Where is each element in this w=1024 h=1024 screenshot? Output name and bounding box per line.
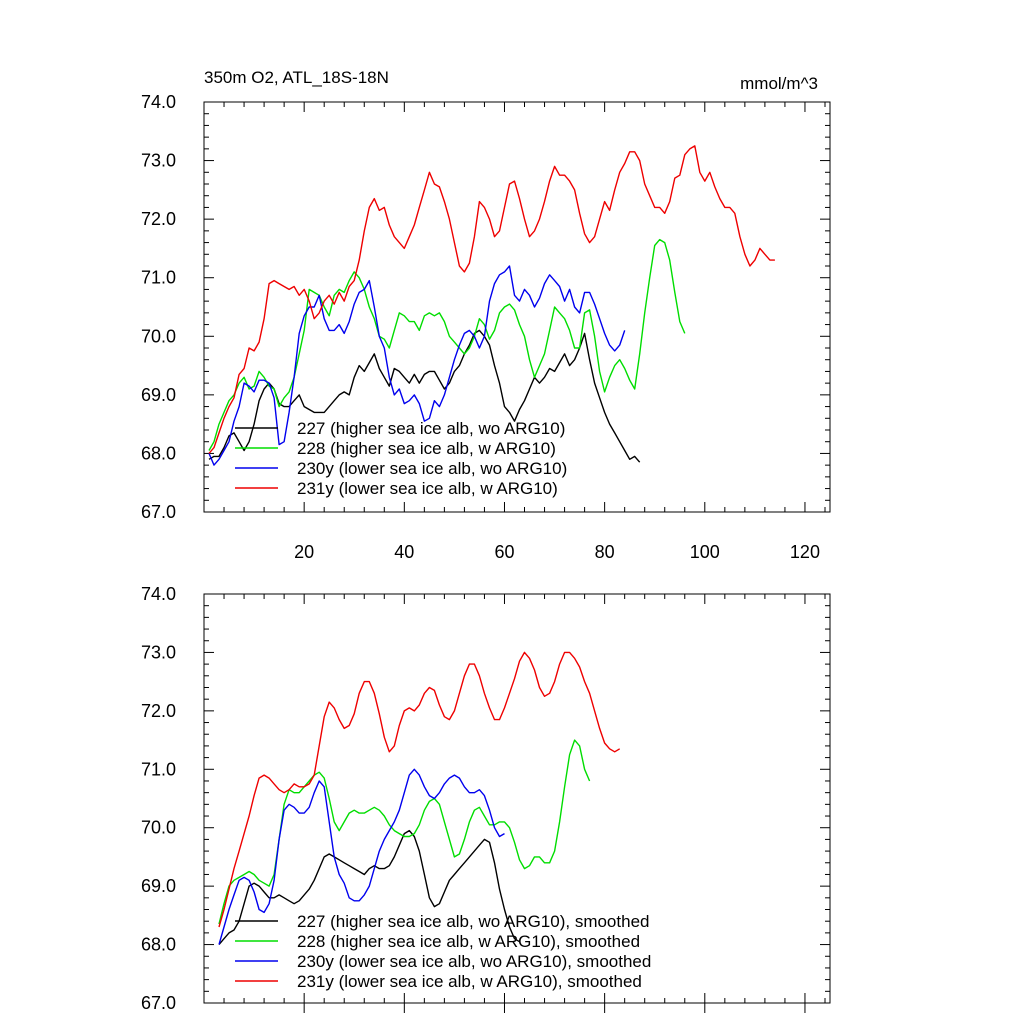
top-series-line-3	[208, 145, 775, 454]
y-tick-label: 74.0	[141, 584, 176, 604]
legend-label-2: 230y (lower sea ice alb, wo ARG10), smoo…	[297, 952, 651, 971]
y-tick-label: 73.0	[141, 642, 176, 662]
bottom-series-line-0	[218, 829, 520, 946]
bottom-plot-frame	[203, 593, 831, 1004]
top-legend: 227 (higher sea ice alb, wo ARG10)228 (h…	[235, 419, 567, 498]
top-series-line-1	[208, 238, 686, 451]
legend-label-3: 231y (lower sea ice alb, w ARG10)	[297, 479, 558, 498]
y-tick-label: 73.0	[141, 151, 176, 171]
legend-label-3: 231y (lower sea ice alb, w ARG10), smoot…	[297, 972, 642, 991]
top-chart-title: 350m O2, ATL_18S-18N	[204, 68, 389, 87]
y-tick-label: 69.0	[141, 385, 176, 405]
y-tick-label: 72.0	[141, 701, 176, 721]
top-x-axis: 20 40 60 80 100 120	[223, 102, 826, 562]
bottom-x-axis	[223, 594, 826, 1013]
top-y-axis: 67.0 68.0 69.0 70.0 71.0 72.0 73.0 74.0	[141, 92, 830, 522]
x-tick-label: 100	[690, 542, 720, 562]
legend-label-0: 227 (higher sea ice alb, wo ARG10)	[297, 419, 565, 438]
y-tick-label: 71.0	[141, 759, 176, 779]
top-plot-frame	[203, 101, 831, 513]
legend-label-1: 228 (higher sea ice alb, w ARG10), smoot…	[297, 932, 640, 951]
bottom-series-line-2	[218, 768, 505, 945]
bottom-series-line-3	[218, 651, 621, 928]
bottom-series-line-1	[218, 739, 591, 925]
top-panel: 350m O2, ATL_18S-18N mmol/m^3 67.0 68.0 69…	[141, 68, 831, 562]
y-tick-label: 74.0	[141, 92, 176, 112]
top-chart-units: mmol/m^3	[740, 74, 818, 93]
x-tick-label: 80	[595, 542, 615, 562]
x-tick-label: 40	[394, 542, 414, 562]
bottom-y-axis: 67.0 68.0 69.0 70.0 71.0 72.0 73.0 74.0	[141, 584, 830, 1013]
y-tick-label: 69.0	[141, 876, 176, 896]
bottom-panel: 67.0 68.0 69.0 70.0 71.0 72.0 73.0 74.0 227 (hig…	[141, 584, 831, 1013]
y-tick-label: 67.0	[141, 993, 176, 1013]
legend-label-2: 230y (lower sea ice alb, wo ARG10)	[297, 459, 567, 478]
y-tick-label: 70.0	[141, 326, 176, 346]
legend-label-1: 228 (higher sea ice alb, w ARG10)	[297, 439, 556, 458]
y-tick-label: 68.0	[141, 443, 176, 463]
top-series-line-2	[208, 265, 626, 466]
x-tick-label: 60	[494, 542, 514, 562]
x-tick-label: 120	[790, 542, 820, 562]
y-tick-label: 71.0	[141, 268, 176, 288]
y-tick-label: 70.0	[141, 818, 176, 838]
x-tick-label: 20	[294, 542, 314, 562]
y-tick-label: 72.0	[141, 209, 176, 229]
bottom-legend: 227 (higher sea ice alb, wo ARG10), smoo…	[235, 912, 651, 991]
y-tick-label: 68.0	[141, 935, 176, 955]
legend-label-0: 227 (higher sea ice alb, wo ARG10), smoo…	[297, 912, 649, 931]
y-tick-label: 67.0	[141, 502, 176, 522]
